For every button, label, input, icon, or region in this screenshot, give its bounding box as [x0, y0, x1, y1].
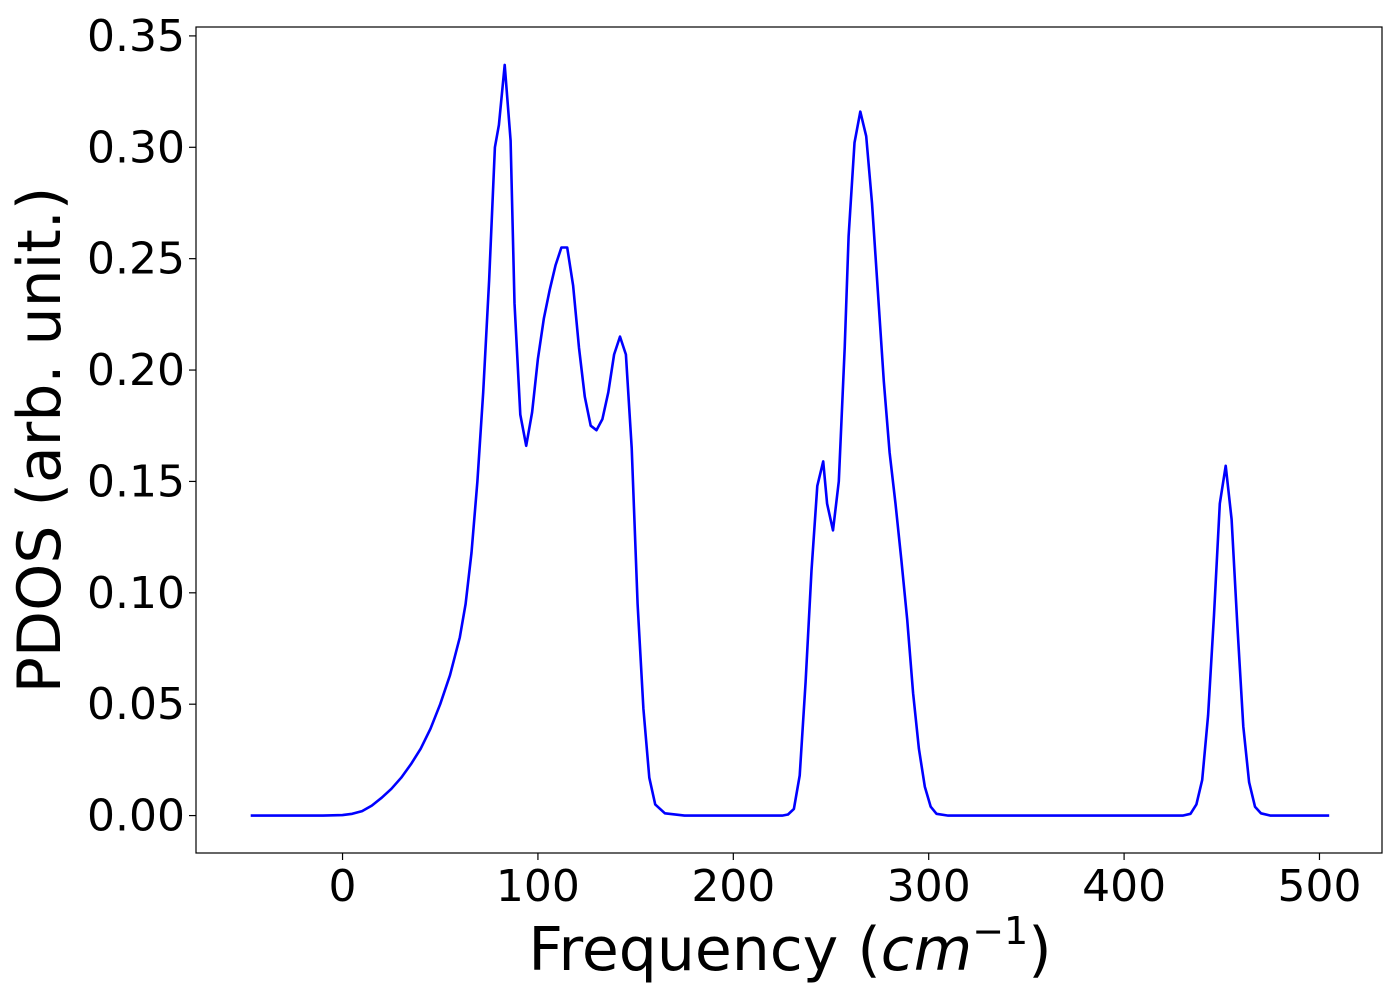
- pdos-series-line: [250, 63, 1330, 817]
- y-tick-label: 0.25: [87, 234, 185, 285]
- y-tick-label: 0.05: [87, 679, 185, 730]
- y-tick-label: 0.20: [87, 345, 185, 396]
- x-tick-label: 300: [887, 861, 971, 912]
- x-axis-ticks: 0 100 200 300 400 500: [329, 853, 1361, 912]
- y-tick-label: 0.15: [87, 456, 185, 507]
- plot-frame: [195, 26, 1383, 854]
- x-tick-label: 400: [1082, 861, 1166, 912]
- x-tick-label: 500: [1277, 861, 1361, 912]
- x-tick-label: 0: [329, 861, 357, 912]
- x-axis-label: Frequency (cm−1): [528, 909, 1051, 985]
- y-axis-label: PDOS (arb. unit.): [5, 187, 75, 694]
- y-tick-label: 0.00: [87, 791, 185, 842]
- y-tick-label: 0.10: [87, 568, 185, 619]
- x-tick-label: 100: [496, 861, 580, 912]
- x-tick-label: 200: [691, 861, 775, 912]
- y-axis-ticks: 0.00 0.05 0.10 0.15 0.20 0.25 0.30 0.35: [87, 11, 196, 842]
- y-tick-label: 0.35: [87, 11, 185, 62]
- y-tick-label: 0.30: [87, 122, 185, 173]
